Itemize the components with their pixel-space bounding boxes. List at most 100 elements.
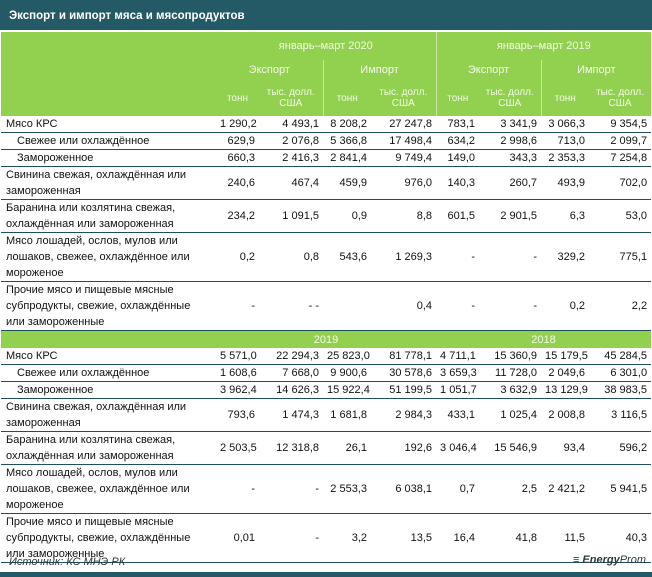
cell-value: 9 900,6	[323, 364, 371, 382]
cell-value: 11,5	[541, 513, 590, 563]
cell-value: 1 290,2	[216, 116, 259, 133]
period-2020: январь–март 2020	[216, 32, 437, 60]
cell-value: -	[259, 513, 323, 563]
table-row: Замороженное 660,3 2 416,3 2 841,4 9 749,4 14…	[1, 149, 652, 167]
cell-value: 3 116,5	[589, 398, 652, 432]
table-row: Свежее или охлаждённое 629,9 2 076,8 5 366,…	[1, 132, 652, 150]
table-title: Экспорт и импорт мяса и мясопродуктов	[0, 0, 652, 30]
cell-value: 5 941,5	[589, 464, 652, 514]
table-row: Прочие мясо и пищевые мясные субпродукты…	[1, 281, 652, 331]
cell-value: 783,1	[436, 116, 480, 133]
cell-value: 2 099,7	[589, 132, 652, 150]
cell-value: 0,7	[436, 464, 480, 514]
cell-value: 0,8	[259, 232, 323, 282]
cell-value: 81 778,1	[371, 348, 437, 365]
cell-value: 140,3	[436, 166, 480, 200]
unit-usd: тыс. долл. США	[371, 80, 437, 116]
cell-value: 601,5	[436, 199, 480, 233]
cell-value: 0,2	[216, 232, 259, 282]
cell-value: 41,8	[479, 513, 542, 563]
cell-value: 45 284,5	[589, 348, 652, 365]
table-row: Мясо КРС 5 571,0 22 294,3 25 823,0 81 778,1 4…	[1, 348, 652, 365]
table-row: Замороженное 3 962,4 14 626,3 15 922,4 51 19…	[1, 381, 652, 399]
cell-value: - -	[259, 281, 323, 331]
cell-value: 15 179,5	[541, 348, 590, 365]
cell-value: 8 208,2	[323, 116, 371, 133]
cell-value: 2 421,2	[541, 464, 590, 514]
cell-value: 433,1	[436, 398, 480, 432]
cell-value: 634,2	[436, 132, 480, 150]
cell-value: -	[259, 464, 323, 514]
table-row: Мясо КРС 1 290,2 4 493,1 8 208,2 27 247,8 783…	[1, 116, 652, 133]
cell-value: 493,9	[541, 166, 590, 200]
cell-value: 12 318,8	[259, 431, 323, 465]
unit-tonnes: тонн	[322, 80, 371, 116]
cell-value: 27 247,8	[371, 116, 437, 133]
cell-value: 596,2	[589, 431, 652, 465]
cell-value: 6,3	[541, 199, 590, 233]
cell-value: -	[216, 464, 259, 514]
cell-value: 0,2	[541, 281, 590, 331]
cell-value: 17 498,4	[371, 132, 437, 150]
cell-value: 11 728,0	[479, 364, 542, 382]
cell-value: 713,0	[541, 132, 590, 150]
cell-value: 7 254,8	[589, 149, 652, 167]
cell-value: 976,0	[371, 166, 437, 200]
cell-value: 3 066,3	[541, 116, 590, 133]
source-note: Источник: КС МНЭ РК	[9, 556, 126, 568]
import-header: Импорт	[540, 60, 652, 80]
row-label: Баранина или козлятина свежая, охлаждённ…	[1, 431, 216, 465]
cell-value: 5 571,0	[216, 348, 259, 365]
cell-value: 343,3	[479, 149, 542, 167]
cell-value: 15 360,9	[479, 348, 542, 365]
cell-value: 51 199,5	[371, 381, 437, 399]
cell-value: 22 294,3	[259, 348, 323, 365]
cell-value: 38 983,5	[589, 381, 652, 399]
row-label: Замороженное	[1, 149, 216, 167]
year-2018: 2018	[436, 330, 652, 348]
cell-value	[323, 281, 371, 331]
cell-value: 1 269,3	[371, 232, 437, 282]
cell-value: 2 008,8	[541, 398, 590, 432]
cell-value: 467,4	[259, 166, 323, 200]
period-2019: январь–март 2019	[435, 32, 652, 60]
row-label: Прочие мясо и пищевые мясные субпродукты…	[1, 513, 216, 563]
cell-value: 6 038,1	[371, 464, 437, 514]
cell-value: 6 301,0	[589, 364, 652, 382]
row-label: Мясо лошадей, ослов, мулов или лошаков, …	[1, 232, 216, 282]
cell-value: 1 051,7	[436, 381, 480, 399]
year-2019: 2019	[216, 330, 437, 348]
cell-value: 660,3	[216, 149, 259, 167]
cell-value: 702,0	[589, 166, 652, 200]
export-header: Экспорт	[435, 60, 542, 80]
import-header: Импорт	[322, 60, 437, 80]
cell-value: 793,6	[216, 398, 259, 432]
cell-value: 3 632,9	[479, 381, 542, 399]
cell-value: 2 901,5	[479, 199, 542, 233]
unit-tonnes: тонн	[540, 80, 590, 116]
row-label: Баранина или козлятина свежая, охлаждённ…	[1, 199, 216, 233]
unit-usd: тыс. долл. США	[589, 80, 652, 116]
cell-value: 1 681,8	[323, 398, 371, 432]
cell-value: 2 503,5	[216, 431, 259, 465]
cell-value: 1 608,6	[216, 364, 259, 382]
row-label: Свежее или охлаждённое	[1, 364, 216, 382]
cell-value: -	[436, 232, 480, 282]
cell-value: 1 091,5	[259, 199, 323, 233]
cell-value: 15 922,4	[323, 381, 371, 399]
table-row: Мясо лошадей, ослов, мулов или лошаков, …	[1, 232, 652, 282]
row-label: Свинина свежая, охлаждённая или замороже…	[1, 398, 216, 432]
cell-value: 13,5	[371, 513, 437, 563]
table-row: Мясо лошадей, ослов, мулов или лошаков, …	[1, 464, 652, 514]
cell-value: 459,9	[323, 166, 371, 200]
cell-value: 9 354,5	[589, 116, 652, 133]
cell-value: 40,3	[589, 513, 652, 563]
cell-value: 3 659,3	[436, 364, 480, 382]
cell-value: 3 341,9	[479, 116, 542, 133]
unit-usd: тыс. долл. США	[479, 80, 542, 116]
cell-value: 5 366,8	[323, 132, 371, 150]
cell-value: 2 998,6	[479, 132, 542, 150]
cell-value: -	[479, 281, 542, 331]
unit-usd: тыс. долл. США	[259, 80, 323, 116]
